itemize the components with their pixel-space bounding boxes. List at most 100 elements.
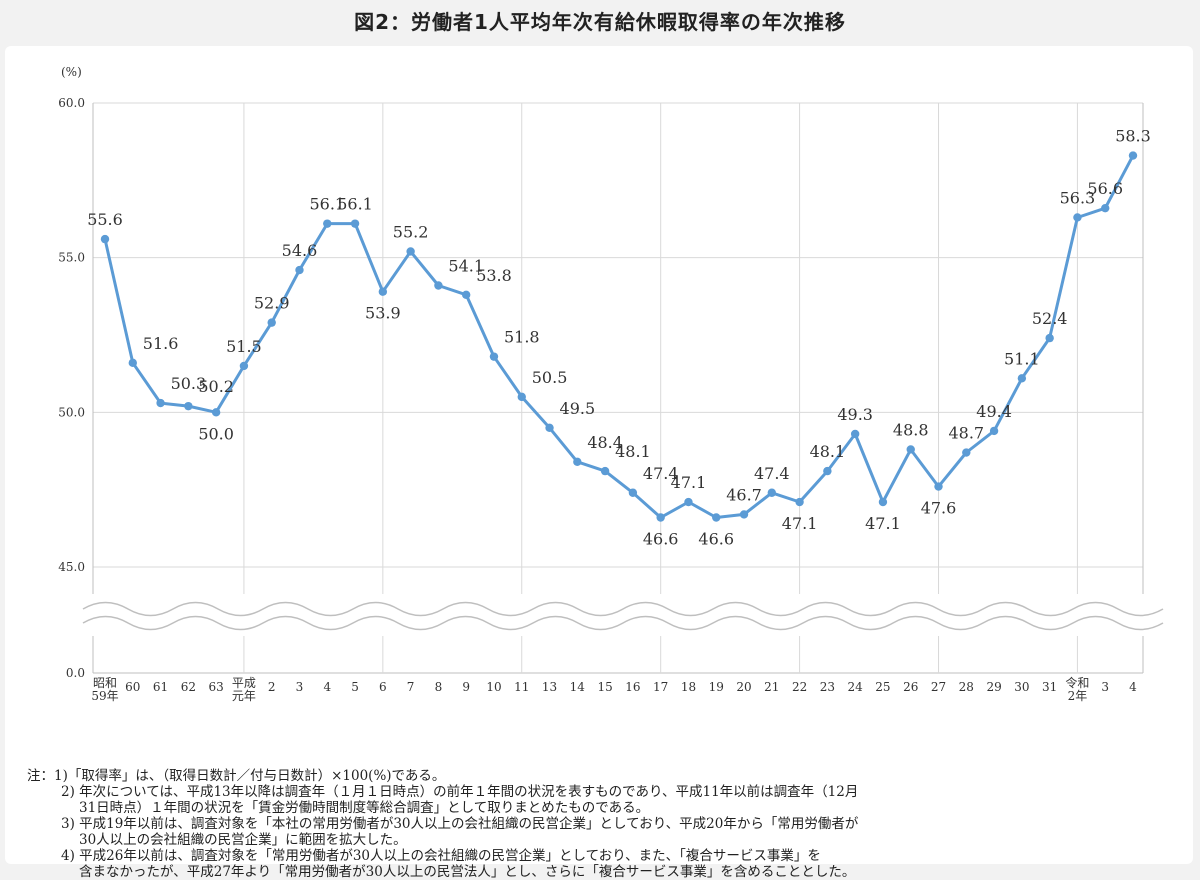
axis-break-line — [82, 615, 1164, 631]
x-tick-label: 14 — [570, 680, 586, 694]
x-tick-label: 28 — [959, 680, 974, 694]
axis-break-line — [82, 601, 1164, 617]
x-tick-label: 63 — [208, 680, 223, 694]
data-point — [712, 513, 721, 522]
data-label: 48.4 — [587, 433, 623, 452]
data-label: 47.1 — [671, 473, 707, 492]
data-point — [378, 287, 388, 296]
x-tick-label: 25 — [875, 680, 890, 694]
data-label: 53.9 — [365, 304, 401, 323]
data-label: 48.7 — [948, 424, 984, 443]
note-line: 3) 平成19年以前は、調査対象を「本社の常用労働者が30人以上の会社組織の民営… — [61, 816, 859, 832]
x-tick-label: 平成 — [232, 676, 256, 690]
data-label: 47.4 — [643, 464, 679, 483]
data-point — [906, 445, 915, 454]
x-tick-label: 6 — [379, 680, 387, 694]
x-tick-label: 62 — [181, 680, 196, 694]
axis-break-mask — [83, 594, 1153, 636]
data-point — [1017, 374, 1027, 383]
y-tick-label: 0.0 — [66, 666, 85, 680]
data-point — [628, 488, 638, 497]
data-labels: 55.6 51.6 50.350.2 50.0 51.5 52.9 54.6 56.156.1… — [87, 127, 1151, 549]
data-label: 54.1 — [448, 257, 484, 276]
x-tick-label: 9 — [462, 680, 470, 694]
data-point — [434, 281, 443, 290]
x-tick-label: 2 — [268, 680, 276, 694]
data-point — [573, 457, 582, 467]
data-label: 51.5 — [226, 337, 262, 356]
data-point — [795, 497, 804, 507]
data-point — [1128, 151, 1138, 160]
data-point — [267, 318, 276, 327]
x-tick-label: 8 — [435, 680, 443, 694]
x-tick-label: 令和 — [1065, 675, 1089, 690]
data-label: 47.1 — [782, 514, 818, 533]
data-label: 55.2 — [393, 222, 429, 241]
data-label: 52.4 — [1032, 309, 1068, 328]
data-point — [406, 247, 415, 256]
data-label: 50.5 — [532, 368, 568, 387]
data-label: 47.1 — [865, 514, 901, 533]
data-label: 48.1 — [810, 442, 846, 461]
data-label: 51.6 — [143, 334, 179, 353]
data-label: 48.1 — [615, 442, 651, 461]
data-point — [156, 398, 165, 408]
data-points — [100, 151, 1138, 522]
data-point — [989, 426, 999, 436]
note-line: 2) 年次については、平成13年以降は調査年（１月１日時点）の前年１年間の状況を… — [61, 784, 859, 800]
x-tick-label: 5 — [351, 680, 359, 694]
data-point — [934, 482, 943, 491]
x-tick-label: 15 — [597, 680, 612, 694]
x-tick-label: 昭和 — [93, 676, 117, 690]
x-tick-label: 59年 — [91, 689, 118, 703]
x-tick-label: 17 — [653, 680, 668, 694]
x-tick-label: 24 — [848, 680, 864, 694]
data-label: 46.7 — [726, 485, 762, 504]
x-tick-label: 61 — [153, 680, 168, 694]
data-point — [850, 429, 860, 439]
data-point — [684, 497, 693, 507]
grid — [92, 102, 1144, 674]
chart-panel: 60.0 55.0 50.0 45.0 0.0 昭和 59年 60 61 62 63 平成 元年 2 3 4… — [5, 46, 1193, 880]
x-tick-label: 60 — [125, 680, 140, 694]
x-tick-label: 20 — [736, 680, 751, 694]
x-tick-label: 3 — [296, 680, 304, 694]
data-label: 54.6 — [282, 241, 318, 260]
data-point — [295, 265, 304, 275]
note-line: 注：1)「取得率」は、（取得日数計／付与日数計）×100(%)である。 — [27, 768, 446, 784]
data-label: 58.3 — [1115, 127, 1151, 146]
data-label: 46.6 — [643, 530, 679, 549]
data-label: 51.1 — [1004, 349, 1040, 368]
x-tick-label: 30 — [1014, 680, 1029, 694]
data-label: 49.3 — [837, 405, 873, 424]
x-tick-label: 31 — [1042, 680, 1057, 694]
data-point — [1101, 203, 1110, 213]
data-point — [128, 358, 137, 368]
y-unit-label: (%) — [61, 65, 82, 79]
x-tick-label: 27 — [931, 680, 946, 694]
data-point — [962, 448, 971, 457]
data-point — [184, 401, 193, 411]
data-label: 50.0 — [198, 424, 234, 443]
x-tick-label: 29 — [986, 680, 1001, 694]
x-tick-label: 16 — [625, 680, 640, 694]
x-tick-label: 26 — [903, 680, 918, 694]
note-line: 31日時点）１年間の状況を「賃金労働時間制度等総合調査」として取りまとめたもので… — [79, 800, 650, 816]
data-label: 50.3 — [171, 374, 207, 393]
x-tick-label: 19 — [709, 680, 724, 694]
data-point — [767, 488, 777, 497]
data-point — [350, 219, 360, 228]
notes: 注：1)「取得率」は、（取得日数計／付与日数計）×100(%)である。 2) 年… — [27, 768, 1187, 880]
data-label: 49.4 — [976, 402, 1012, 421]
data-label: 56.1 — [309, 195, 345, 214]
data-label: 46.6 — [698, 530, 734, 549]
data-point — [1045, 333, 1054, 343]
data-point — [600, 466, 610, 476]
data-label: 52.9 — [254, 294, 290, 313]
axis-break-wave — [82, 594, 1164, 636]
data-label: 48.8 — [893, 420, 929, 439]
y-axis-ticks: 60.0 55.0 50.0 45.0 0.0 — [58, 96, 85, 680]
x-tick-label: 22 — [792, 680, 807, 694]
